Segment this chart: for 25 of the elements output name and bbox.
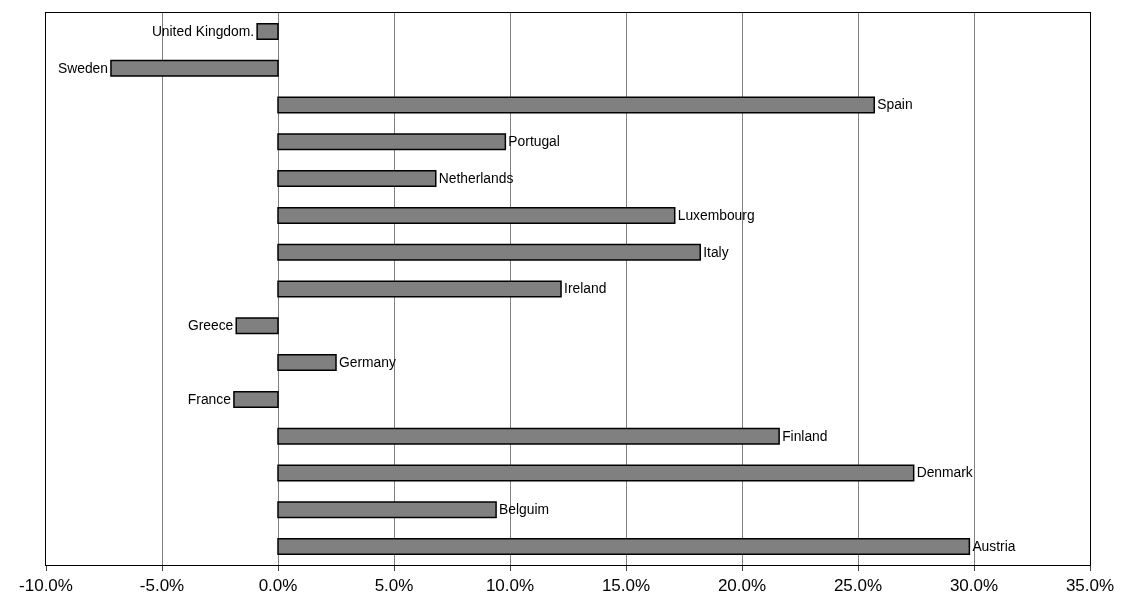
x-tick-label: 35.0% — [1065, 576, 1115, 596]
y-tick-label: Greece — [187, 317, 234, 334]
x-tick-label: 15.0% — [601, 576, 651, 596]
y-tick-label: Germany — [339, 354, 396, 371]
y-tick-label: Netherlands — [438, 170, 514, 187]
y-tick-label: Belguim — [499, 501, 550, 518]
x-tick-label: 5.0% — [374, 576, 414, 596]
y-tick-label: France — [187, 390, 232, 407]
y-tick-label: Italy — [703, 243, 729, 260]
x-tick-label: -10.0% — [19, 576, 73, 596]
y-tick-label: Sweden — [57, 59, 108, 76]
x-tick-label: -5.0% — [139, 576, 185, 596]
y-tick-label: Austria — [972, 538, 1016, 555]
y-tick-label: Finland — [782, 427, 828, 444]
y-tick-label: Denmark — [916, 464, 973, 481]
y-tick-label: Portugal — [508, 133, 560, 150]
x-tick-label: 20.0% — [717, 576, 767, 596]
x-tick-label: 0.0% — [258, 576, 298, 596]
y-tick-label: United Kingdom. — [151, 22, 255, 39]
x-tick-label: 25.0% — [833, 576, 883, 596]
x-tick-label: 30.0% — [949, 576, 999, 596]
y-tick-label: Ireland — [564, 280, 607, 297]
y-tick-label: Spain — [877, 96, 913, 113]
y-tick-label: Luxembourg — [677, 206, 755, 223]
x-tick-label: 10.0% — [485, 576, 535, 596]
